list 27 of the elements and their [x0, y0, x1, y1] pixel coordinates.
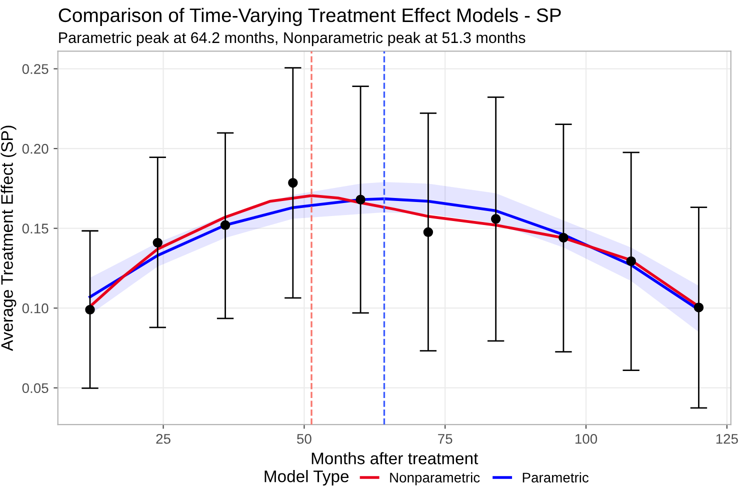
x-tick-label: 100: [575, 434, 598, 444]
point: [220, 220, 230, 230]
y-tick-label: 0.05: [22, 383, 48, 394]
x-tick-label: 25: [156, 434, 170, 444]
x-tick-label: 125: [716, 434, 738, 444]
point: [694, 302, 704, 312]
x-tick-label: 75: [438, 434, 452, 444]
point: [356, 194, 366, 204]
point: [288, 178, 298, 188]
point: [85, 304, 95, 315]
point: [626, 256, 636, 266]
y-axis-title: Average Treatment Effect (SP): [0, 126, 16, 352]
point: [423, 227, 434, 238]
legend-title: Model Type: [264, 470, 349, 486]
x-axis-title: Months after treatment: [312, 452, 478, 464]
point: [152, 238, 163, 248]
chart-title: Comparison of Time-Varying Treatment Effect Models - SP: [58, 8, 561, 26]
y-tick-label: 0.20: [22, 144, 48, 154]
x-tick-label: 50: [297, 434, 312, 444]
chart-subtitle: Parametric peak at 64.2 months, Nonparametric peak at 51.3 months: [59, 32, 526, 46]
y-tick-label: 0.15: [22, 224, 48, 234]
y-tick-label: 0.10: [22, 303, 48, 314]
point: [490, 214, 501, 224]
legend-label: Parametric: [522, 472, 589, 483]
point: [558, 232, 568, 243]
y-tick-label: 0.25: [22, 64, 48, 74]
legend-label: Nonparametric: [390, 472, 480, 486]
